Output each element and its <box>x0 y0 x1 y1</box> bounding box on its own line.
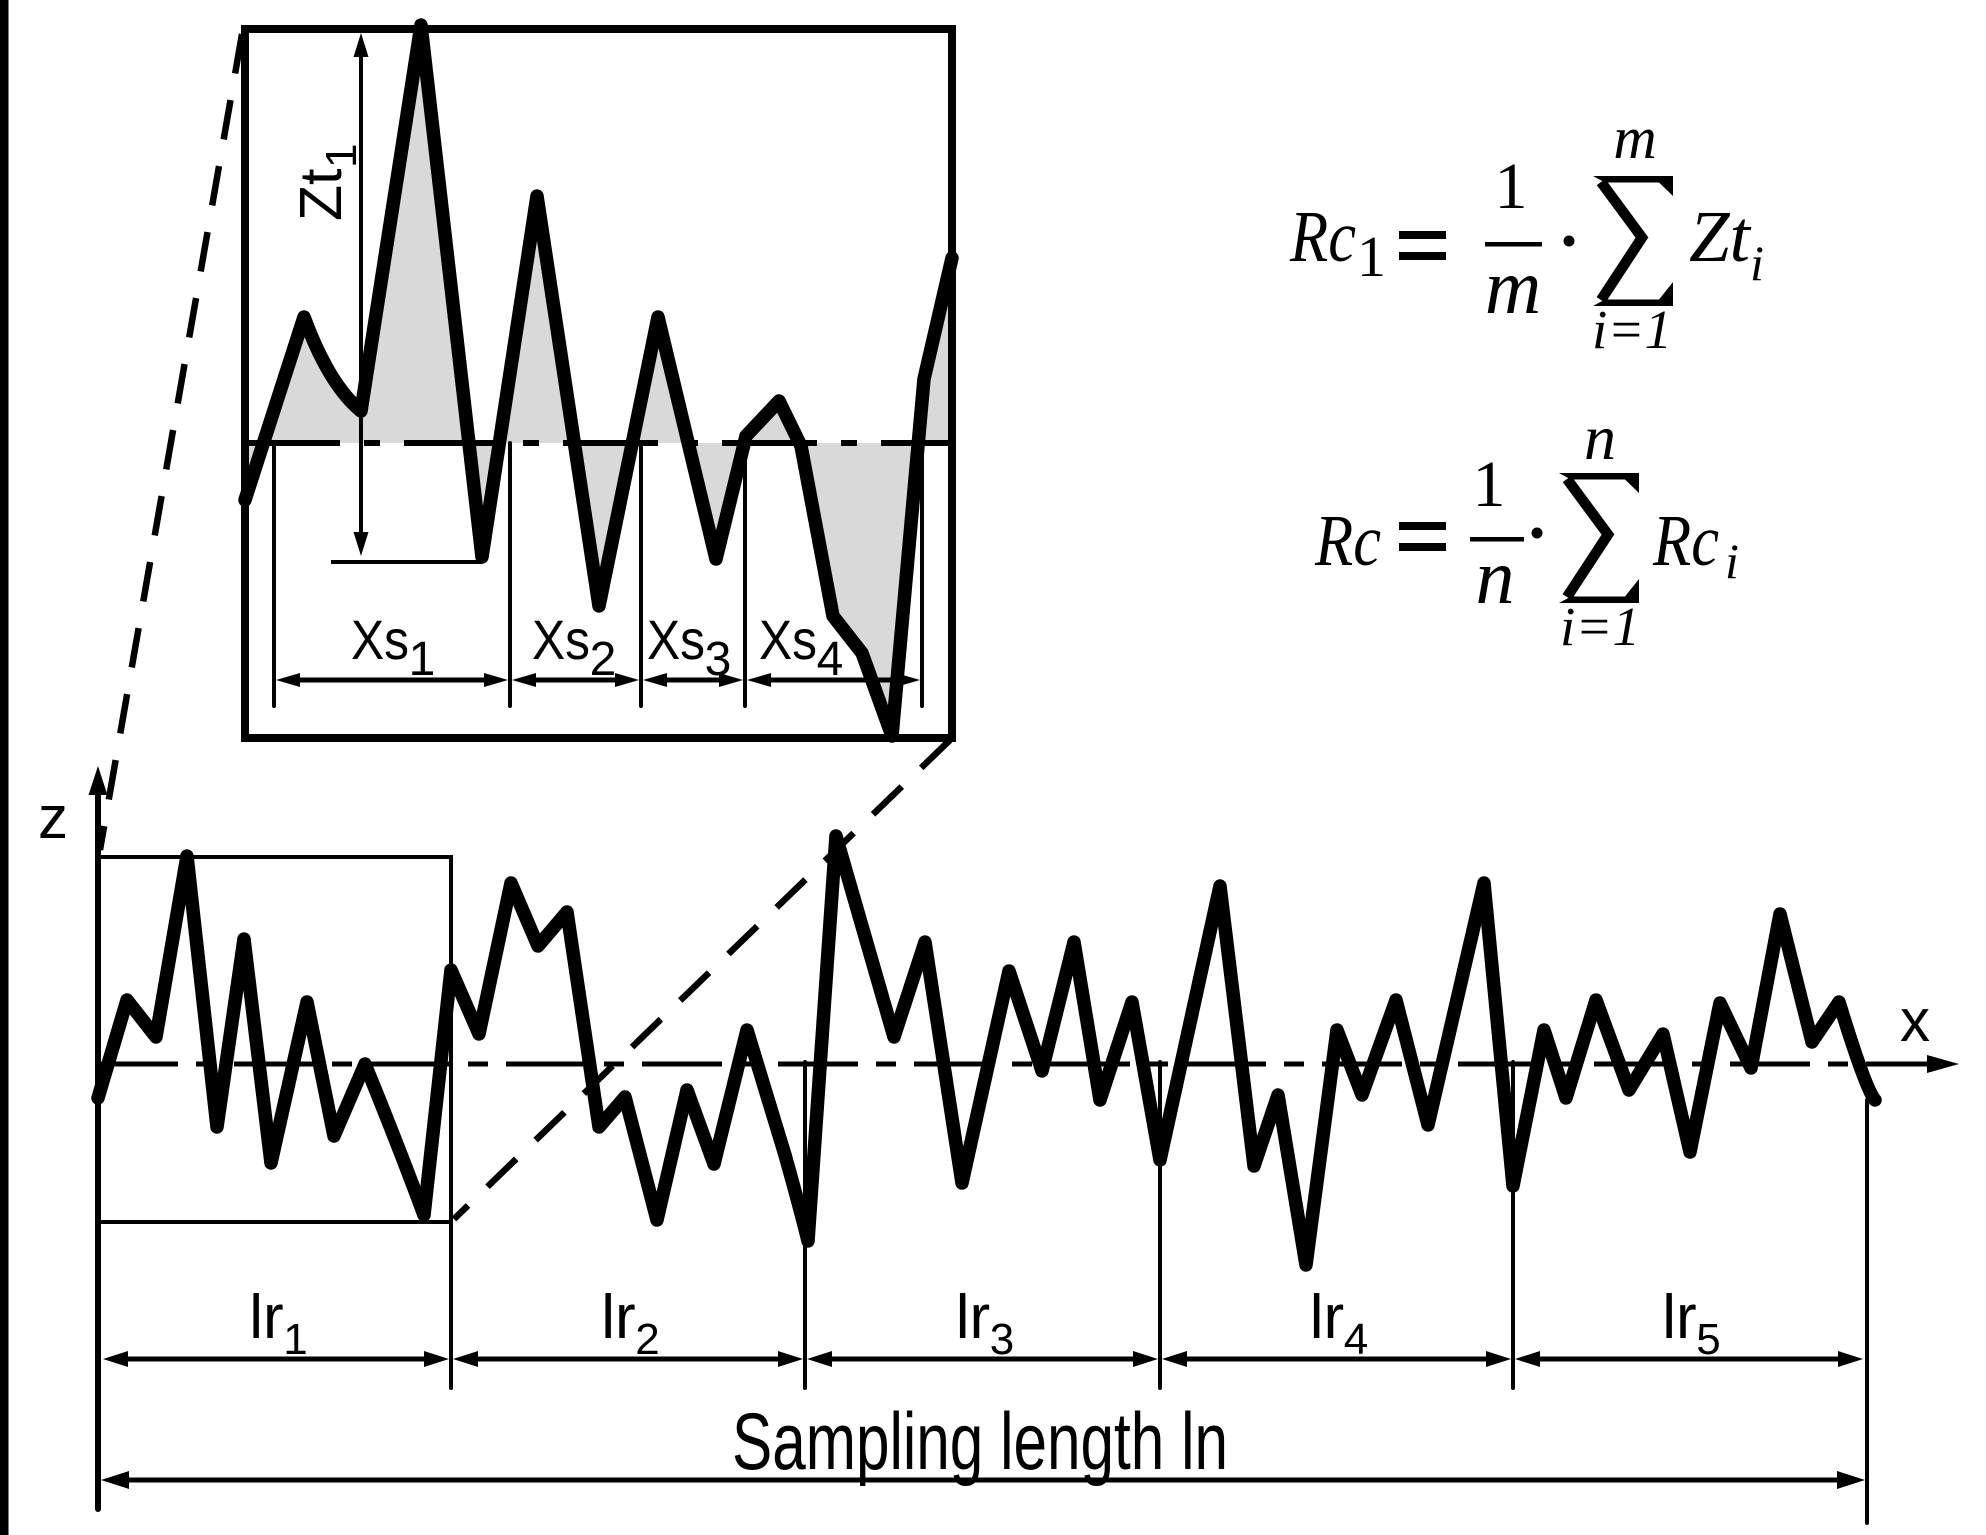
svg-text:1: 1 <box>317 144 366 168</box>
svg-text:1: 1 <box>409 633 436 686</box>
svg-text:lr: lr <box>249 1283 283 1352</box>
svg-text:2: 2 <box>590 633 617 686</box>
svg-text:x: x <box>1900 987 1930 1054</box>
svg-text:Xs: Xs <box>759 608 817 671</box>
svg-text:z: z <box>38 784 68 851</box>
svg-text:4: 4 <box>1344 1315 1368 1364</box>
svg-text:Rc: Rc <box>1652 500 1719 581</box>
svg-text:m: m <box>1613 105 1656 171</box>
svg-text:lr: lr <box>956 1283 990 1352</box>
svg-text:lr: lr <box>1310 1283 1344 1352</box>
svg-text:Xs: Xs <box>647 608 705 671</box>
svg-text:1: 1 <box>283 1315 307 1364</box>
svg-text:Rc: Rc <box>1289 196 1356 277</box>
svg-text:1: 1 <box>1473 448 1506 521</box>
svg-text:Xs: Xs <box>532 608 590 671</box>
svg-text:lr: lr <box>1662 1283 1696 1352</box>
svg-text:Xs: Xs <box>351 608 409 671</box>
svg-text:i: i <box>1750 235 1764 291</box>
svg-text:Zt: Zt <box>1689 196 1752 277</box>
svg-text:Sampling length ln: Sampling length ln <box>732 1397 1228 1487</box>
svg-text:3: 3 <box>705 633 732 686</box>
svg-text:Zt: Zt <box>288 169 354 221</box>
svg-text:Rc: Rc <box>1314 500 1381 581</box>
svg-text:3: 3 <box>990 1315 1014 1364</box>
svg-text:lr: lr <box>601 1283 635 1352</box>
svg-text:i=1: i=1 <box>1592 299 1672 360</box>
svg-text:2: 2 <box>635 1315 659 1364</box>
svg-text:1: 1 <box>1357 224 1386 289</box>
svg-text:1: 1 <box>1495 150 1528 223</box>
svg-text:m: m <box>1485 243 1541 330</box>
svg-text:5: 5 <box>1696 1315 1720 1364</box>
svg-text:i=1: i=1 <box>1560 596 1640 657</box>
svg-text:i: i <box>1725 533 1739 589</box>
svg-text:n: n <box>1584 402 1616 473</box>
svg-text:4: 4 <box>817 633 844 686</box>
svg-text:n: n <box>1476 533 1515 620</box>
